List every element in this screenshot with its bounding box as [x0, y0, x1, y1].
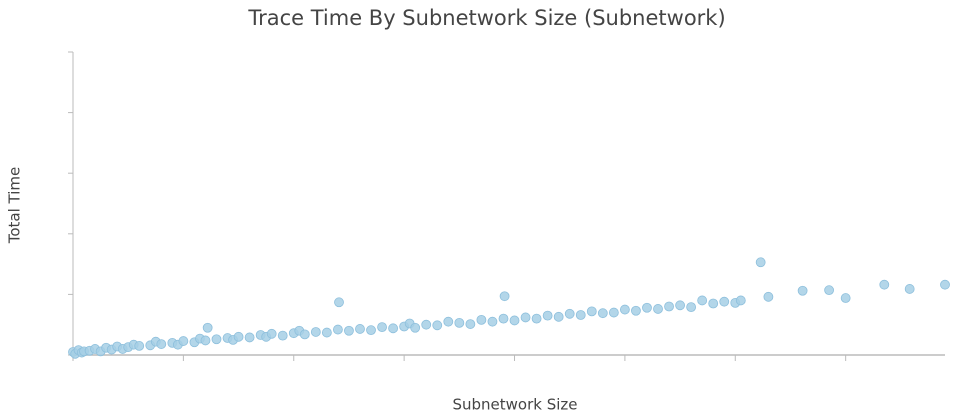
point	[564, 308, 575, 319]
point	[202, 322, 213, 333]
point	[708, 298, 719, 309]
point	[631, 305, 641, 316]
point	[498, 313, 509, 324]
point	[755, 257, 766, 268]
point	[553, 311, 564, 322]
point	[156, 339, 167, 349]
point	[355, 324, 365, 334]
point	[797, 285, 808, 296]
point	[388, 323, 399, 334]
point	[642, 302, 652, 313]
y-axis-label: Total Time	[6, 167, 24, 245]
point	[719, 296, 730, 307]
point	[299, 329, 310, 340]
point	[244, 332, 255, 343]
point	[542, 310, 553, 321]
point	[233, 331, 244, 342]
point	[608, 307, 619, 318]
point	[840, 293, 851, 303]
point	[277, 330, 288, 341]
point	[333, 324, 343, 335]
point	[344, 325, 354, 336]
point	[686, 302, 697, 313]
point	[597, 308, 608, 319]
point	[904, 284, 915, 294]
point	[575, 310, 586, 320]
point	[487, 316, 498, 327]
point	[200, 335, 211, 346]
point	[321, 327, 332, 338]
point	[454, 317, 465, 328]
point	[735, 295, 746, 306]
point	[443, 316, 454, 327]
point	[334, 297, 344, 308]
chart-title: Trace Time By Subnetwork Size (Subnetwor…	[247, 6, 725, 30]
point	[211, 334, 222, 345]
point	[879, 279, 890, 290]
point	[178, 336, 189, 346]
point	[940, 279, 950, 290]
point	[824, 285, 835, 296]
point	[763, 291, 774, 302]
point	[499, 291, 510, 302]
point	[697, 295, 708, 306]
point	[310, 327, 321, 337]
point	[509, 315, 520, 326]
point	[619, 304, 630, 315]
point	[664, 301, 674, 312]
point	[653, 304, 663, 314]
point	[531, 313, 542, 324]
point	[586, 306, 597, 317]
point	[410, 322, 421, 333]
point	[520, 312, 531, 323]
point	[421, 319, 432, 330]
point	[366, 325, 376, 336]
point	[465, 319, 476, 329]
point	[432, 320, 443, 331]
point	[476, 314, 487, 325]
x-axis-label: Subnetwork Size	[452, 396, 577, 414]
point	[675, 300, 685, 311]
point	[266, 328, 277, 339]
point	[134, 341, 145, 351]
point	[377, 322, 387, 333]
